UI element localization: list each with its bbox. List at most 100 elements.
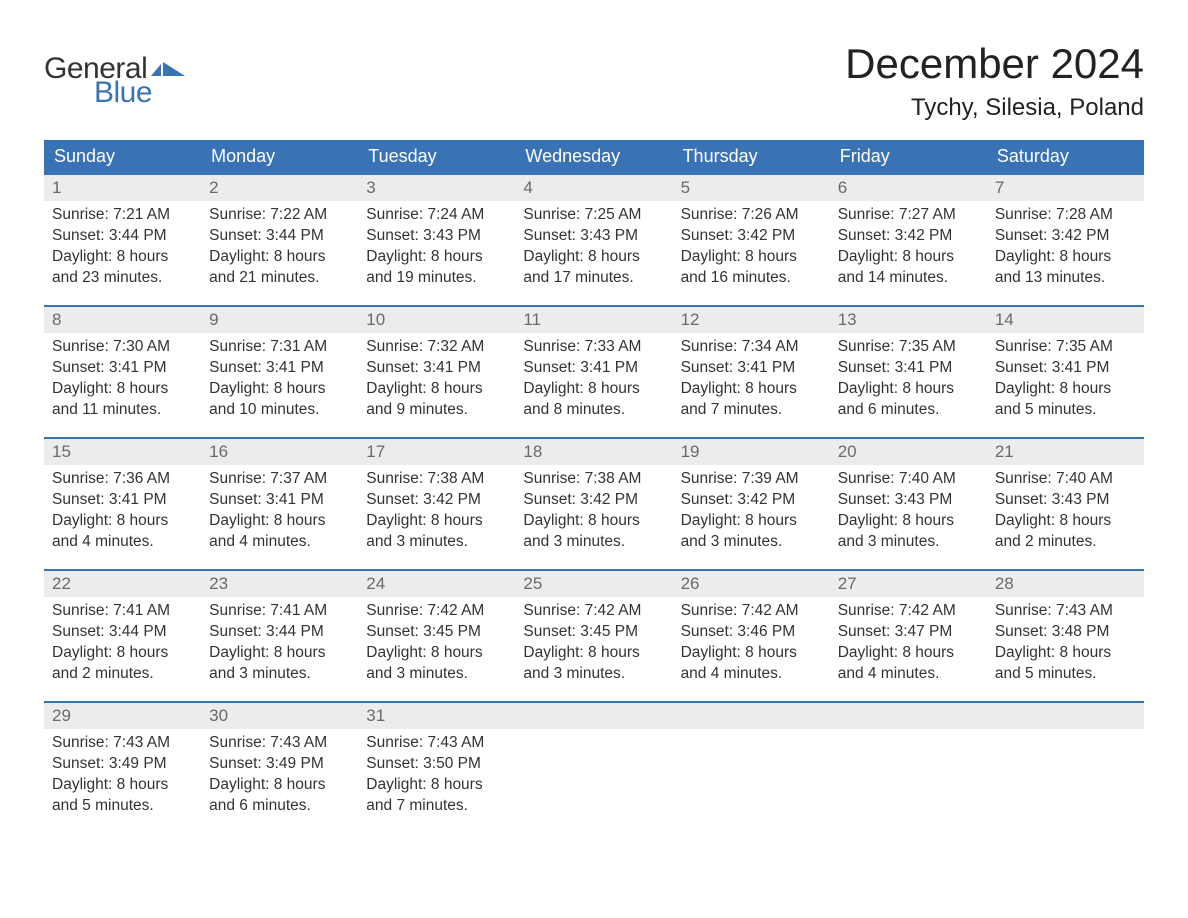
day-content: Sunrise: 7:42 AMSunset: 3:45 PMDaylight:…	[358, 597, 515, 695]
day-number: 9	[201, 307, 358, 333]
day-content: Sunrise: 7:43 AMSunset: 3:49 PMDaylight:…	[44, 729, 201, 827]
day-number: 4	[515, 175, 672, 201]
day-sunset: Sunset: 3:50 PM	[366, 754, 507, 775]
day-dl1: Daylight: 8 hours	[52, 379, 193, 400]
day-content: Sunrise: 7:39 AMSunset: 3:42 PMDaylight:…	[673, 465, 830, 563]
day-sunrise: Sunrise: 7:31 AM	[209, 337, 350, 358]
day-dl2: and 3 minutes.	[209, 664, 350, 685]
weekday-header-row: Sunday Monday Tuesday Wednesday Thursday…	[44, 140, 1144, 174]
day-dl2: and 8 minutes.	[523, 400, 664, 421]
empty-daynum	[673, 703, 830, 729]
day-sunset: Sunset: 3:45 PM	[366, 622, 507, 643]
day-sunrise: Sunrise: 7:41 AM	[209, 601, 350, 622]
day-dl2: and 3 minutes.	[838, 532, 979, 553]
day-sunrise: Sunrise: 7:38 AM	[366, 469, 507, 490]
day-content: Sunrise: 7:34 AMSunset: 3:41 PMDaylight:…	[673, 333, 830, 431]
day-sunrise: Sunrise: 7:28 AM	[995, 205, 1136, 226]
day-dl1: Daylight: 8 hours	[838, 511, 979, 532]
day-content: Sunrise: 7:28 AMSunset: 3:42 PMDaylight:…	[987, 201, 1144, 299]
day-dl1: Daylight: 8 hours	[366, 379, 507, 400]
day-dl1: Daylight: 8 hours	[523, 511, 664, 532]
day-number: 22	[44, 571, 201, 597]
calendar-body: 1Sunrise: 7:21 AMSunset: 3:44 PMDaylight…	[44, 174, 1144, 834]
day-number: 15	[44, 439, 201, 465]
day-cell: 11Sunrise: 7:33 AMSunset: 3:41 PMDayligh…	[515, 306, 672, 438]
day-dl2: and 6 minutes.	[838, 400, 979, 421]
day-sunset: Sunset: 3:44 PM	[52, 622, 193, 643]
day-cell: 12Sunrise: 7:34 AMSunset: 3:41 PMDayligh…	[673, 306, 830, 438]
day-dl2: and 10 minutes.	[209, 400, 350, 421]
day-dl2: and 4 minutes.	[681, 664, 822, 685]
day-number: 21	[987, 439, 1144, 465]
day-cell: 18Sunrise: 7:38 AMSunset: 3:42 PMDayligh…	[515, 438, 672, 570]
day-dl2: and 4 minutes.	[838, 664, 979, 685]
day-sunset: Sunset: 3:49 PM	[52, 754, 193, 775]
day-number: 7	[987, 175, 1144, 201]
day-dl2: and 3 minutes.	[366, 532, 507, 553]
day-sunset: Sunset: 3:42 PM	[838, 226, 979, 247]
day-cell	[987, 702, 1144, 834]
col-friday: Friday	[830, 140, 987, 174]
day-sunset: Sunset: 3:43 PM	[838, 490, 979, 511]
day-cell: 3Sunrise: 7:24 AMSunset: 3:43 PMDaylight…	[358, 174, 515, 306]
day-sunset: Sunset: 3:45 PM	[523, 622, 664, 643]
day-cell: 16Sunrise: 7:37 AMSunset: 3:41 PMDayligh…	[201, 438, 358, 570]
day-dl2: and 3 minutes.	[681, 532, 822, 553]
day-sunrise: Sunrise: 7:25 AM	[523, 205, 664, 226]
day-content: Sunrise: 7:43 AMSunset: 3:50 PMDaylight:…	[358, 729, 515, 827]
day-sunrise: Sunrise: 7:30 AM	[52, 337, 193, 358]
day-sunset: Sunset: 3:42 PM	[995, 226, 1136, 247]
day-cell: 17Sunrise: 7:38 AMSunset: 3:42 PMDayligh…	[358, 438, 515, 570]
logo-blue-text: Blue	[94, 78, 185, 108]
day-dl1: Daylight: 8 hours	[366, 511, 507, 532]
day-sunrise: Sunrise: 7:42 AM	[838, 601, 979, 622]
day-dl2: and 9 minutes.	[366, 400, 507, 421]
day-content: Sunrise: 7:26 AMSunset: 3:42 PMDaylight:…	[673, 201, 830, 299]
day-sunset: Sunset: 3:42 PM	[523, 490, 664, 511]
day-dl1: Daylight: 8 hours	[209, 247, 350, 268]
day-dl1: Daylight: 8 hours	[523, 379, 664, 400]
day-content: Sunrise: 7:40 AMSunset: 3:43 PMDaylight:…	[987, 465, 1144, 563]
day-content: Sunrise: 7:38 AMSunset: 3:42 PMDaylight:…	[515, 465, 672, 563]
day-content: Sunrise: 7:37 AMSunset: 3:41 PMDaylight:…	[201, 465, 358, 563]
day-sunrise: Sunrise: 7:40 AM	[995, 469, 1136, 490]
day-sunrise: Sunrise: 7:33 AM	[523, 337, 664, 358]
day-cell: 9Sunrise: 7:31 AMSunset: 3:41 PMDaylight…	[201, 306, 358, 438]
day-dl2: and 11 minutes.	[52, 400, 193, 421]
day-number: 16	[201, 439, 358, 465]
day-dl2: and 16 minutes.	[681, 268, 822, 289]
day-number: 6	[830, 175, 987, 201]
day-content: Sunrise: 7:27 AMSunset: 3:42 PMDaylight:…	[830, 201, 987, 299]
day-dl1: Daylight: 8 hours	[209, 379, 350, 400]
day-content: Sunrise: 7:38 AMSunset: 3:42 PMDaylight:…	[358, 465, 515, 563]
day-sunset: Sunset: 3:43 PM	[366, 226, 507, 247]
day-dl1: Daylight: 8 hours	[52, 775, 193, 796]
day-number: 23	[201, 571, 358, 597]
day-sunrise: Sunrise: 7:40 AM	[838, 469, 979, 490]
header: General Blue December 2024 Tychy, Silesi…	[44, 40, 1144, 122]
calendar-table: Sunday Monday Tuesday Wednesday Thursday…	[44, 140, 1144, 834]
col-wednesday: Wednesday	[515, 140, 672, 174]
day-dl1: Daylight: 8 hours	[995, 511, 1136, 532]
day-content: Sunrise: 7:22 AMSunset: 3:44 PMDaylight:…	[201, 201, 358, 299]
day-cell: 5Sunrise: 7:26 AMSunset: 3:42 PMDaylight…	[673, 174, 830, 306]
day-dl1: Daylight: 8 hours	[523, 247, 664, 268]
day-content: Sunrise: 7:40 AMSunset: 3:43 PMDaylight:…	[830, 465, 987, 563]
day-sunrise: Sunrise: 7:35 AM	[995, 337, 1136, 358]
day-dl1: Daylight: 8 hours	[838, 643, 979, 664]
day-content: Sunrise: 7:41 AMSunset: 3:44 PMDaylight:…	[201, 597, 358, 695]
logo: General Blue	[44, 40, 185, 108]
day-cell: 7Sunrise: 7:28 AMSunset: 3:42 PMDaylight…	[987, 174, 1144, 306]
day-dl1: Daylight: 8 hours	[366, 775, 507, 796]
day-number: 18	[515, 439, 672, 465]
day-dl1: Daylight: 8 hours	[52, 511, 193, 532]
day-sunset: Sunset: 3:43 PM	[995, 490, 1136, 511]
day-content: Sunrise: 7:25 AMSunset: 3:43 PMDaylight:…	[515, 201, 672, 299]
title-block: December 2024 Tychy, Silesia, Poland	[845, 40, 1144, 122]
day-cell: 20Sunrise: 7:40 AMSunset: 3:43 PMDayligh…	[830, 438, 987, 570]
day-cell: 6Sunrise: 7:27 AMSunset: 3:42 PMDaylight…	[830, 174, 987, 306]
day-content: Sunrise: 7:21 AMSunset: 3:44 PMDaylight:…	[44, 201, 201, 299]
day-cell: 30Sunrise: 7:43 AMSunset: 3:49 PMDayligh…	[201, 702, 358, 834]
day-dl1: Daylight: 8 hours	[995, 379, 1136, 400]
day-number: 2	[201, 175, 358, 201]
